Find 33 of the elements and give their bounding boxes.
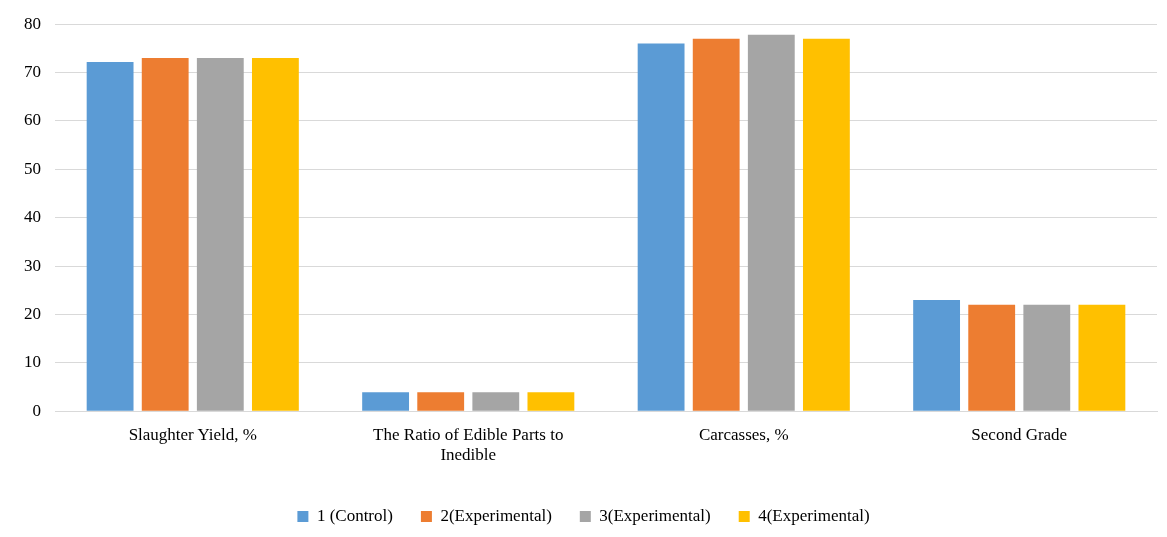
y-tick-label: 70 (24, 62, 41, 82)
bar (637, 43, 685, 411)
legend-label: 1 (Control) (316, 505, 393, 525)
bar (472, 392, 520, 411)
y-tick-label: 40 (24, 207, 41, 227)
y-tick-label: 80 (24, 13, 41, 33)
y-tick-label: 0 (32, 400, 41, 420)
legend-label: 3(Experimental) (599, 505, 711, 525)
bar (251, 58, 299, 411)
bar (141, 58, 189, 411)
bar (747, 34, 795, 411)
bar (196, 58, 244, 411)
y-tick-label: 10 (24, 352, 41, 372)
y-tick-label: 30 (24, 255, 41, 275)
bar (86, 61, 134, 411)
bar (913, 299, 961, 411)
y-tick-label: 60 (24, 110, 41, 130)
bar (362, 392, 410, 411)
y-tick-label: 20 (24, 303, 41, 323)
y-tick-label: 50 (24, 158, 41, 178)
bar (1023, 304, 1071, 411)
bar (968, 304, 1016, 411)
x-tick-label: Carcasses, % (698, 424, 789, 444)
bar (692, 38, 740, 411)
bar (802, 38, 850, 411)
x-tick-label: Second Grade (971, 424, 1068, 444)
bar (1078, 304, 1126, 411)
x-tick-label: Slaughter Yield, % (128, 424, 257, 444)
legend-label: 4(Experimental) (758, 505, 870, 525)
bar (417, 392, 465, 411)
legend-label: 2(Experimental) (440, 505, 552, 525)
bar (527, 392, 575, 411)
x-tick-label: The Ratio of Edible Parts to Inedible (373, 424, 564, 465)
